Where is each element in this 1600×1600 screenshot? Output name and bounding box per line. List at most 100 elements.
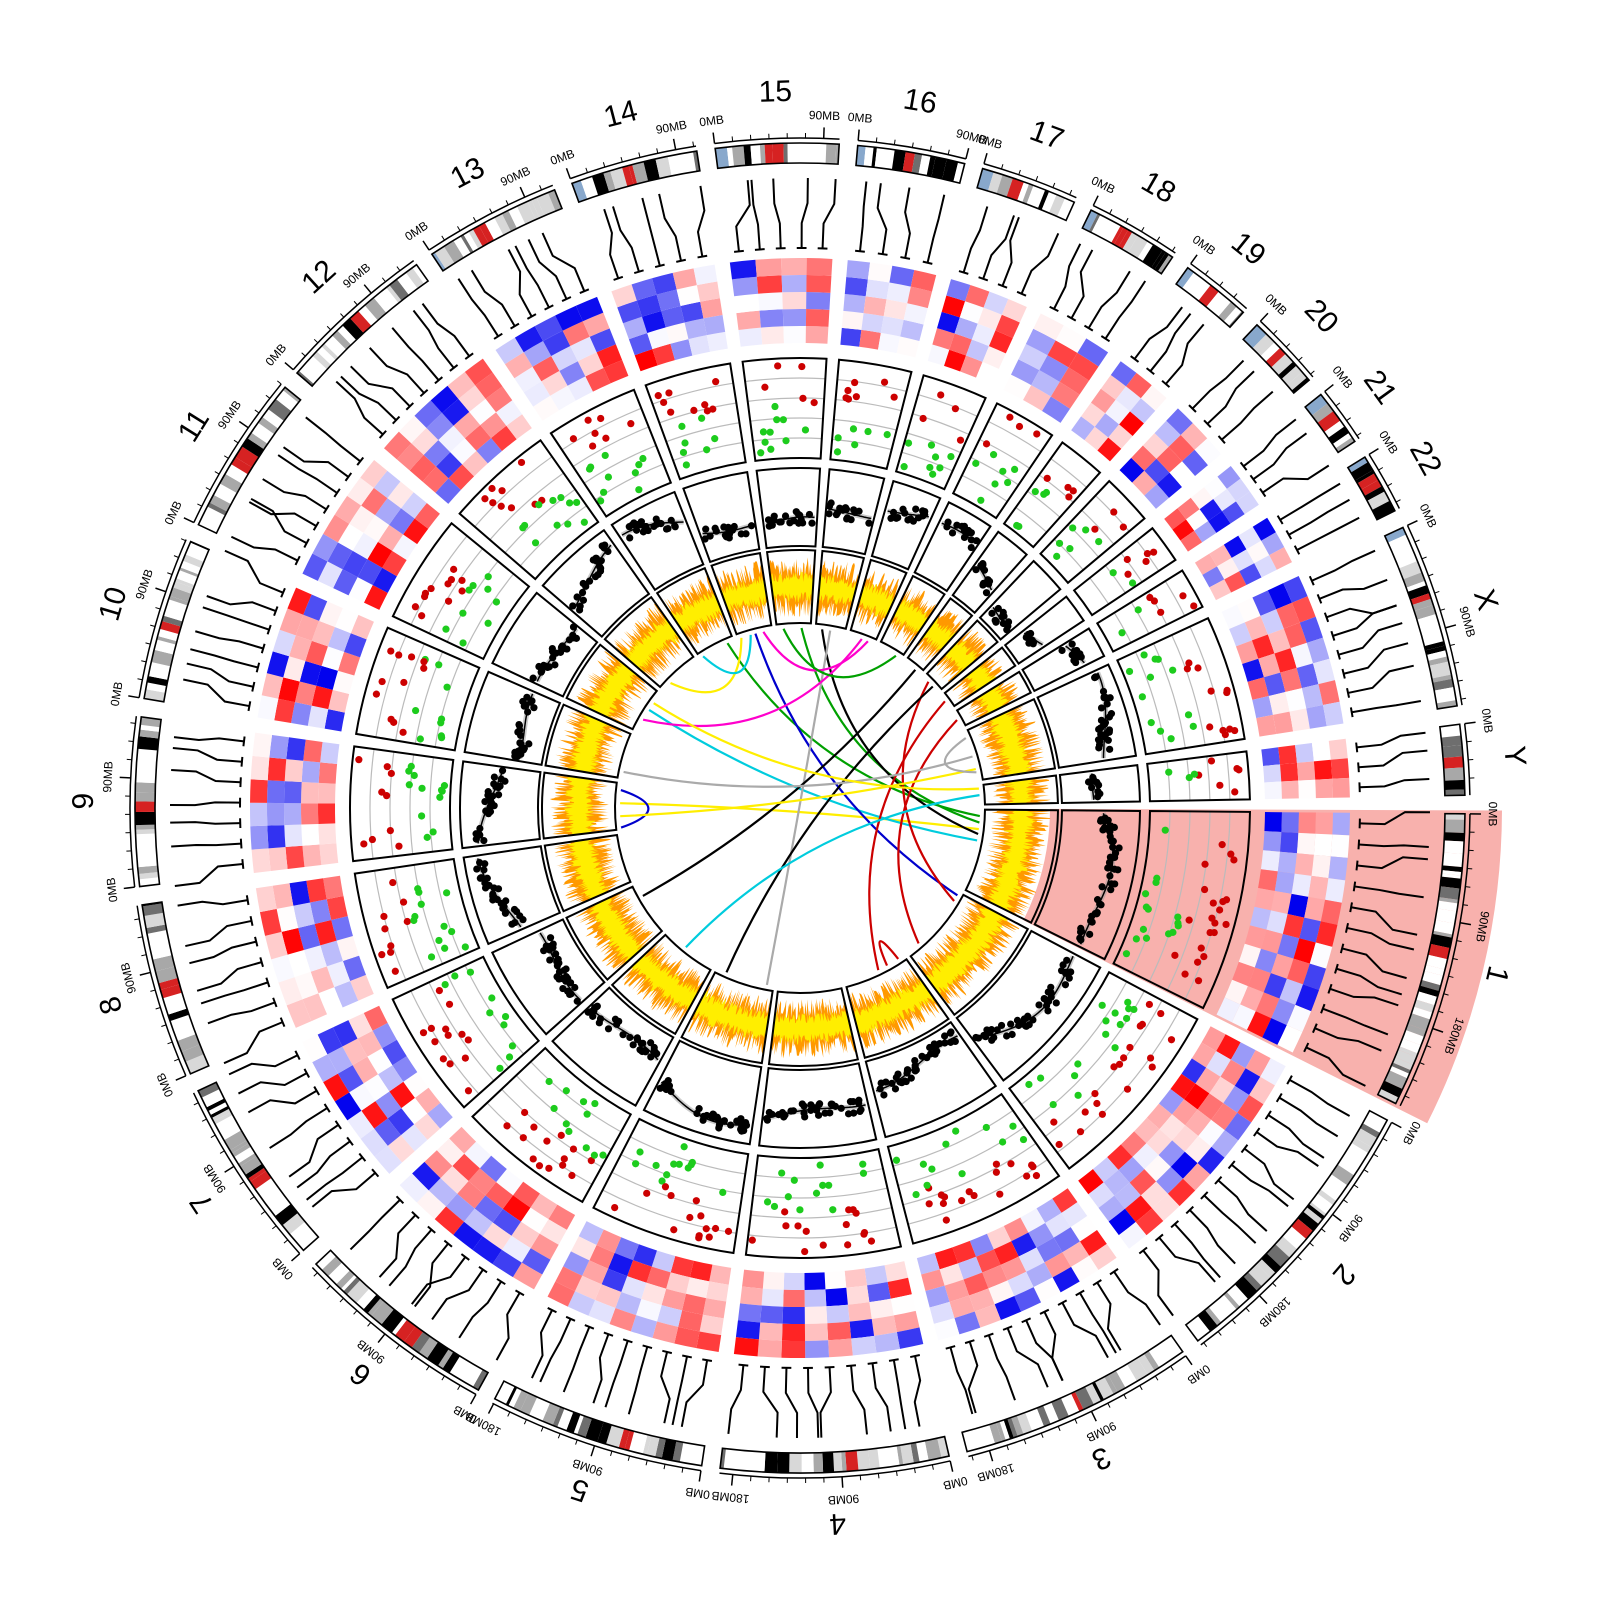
line-point: [1106, 745, 1114, 753]
cytoband: [1420, 625, 1441, 635]
heatmap-cell: [828, 1338, 853, 1358]
line-point: [639, 1039, 647, 1047]
cytoband: [245, 1163, 265, 1179]
cytoband: [634, 1432, 648, 1455]
scatter-point-high: [519, 1134, 527, 1142]
heatmap-cell: [1182, 449, 1209, 477]
heatmap-cell: [1313, 833, 1333, 857]
minor-tick: [1125, 217, 1129, 223]
minor-tick: [1387, 483, 1393, 487]
chromosome-label-X: X: [1467, 585, 1504, 614]
cytoband: [460, 234, 474, 254]
heatmap-cell: [452, 1153, 480, 1182]
cytoband: [332, 330, 352, 350]
cytoband: [801, 1452, 814, 1473]
line-point: [941, 1032, 949, 1040]
link-chr2-chr20: [901, 681, 955, 902]
cytoband: [1197, 1310, 1218, 1332]
link-chr14-chr17: [762, 631, 869, 672]
cytoband: [1389, 1065, 1410, 1079]
cytoband: [871, 147, 877, 168]
area-chr12: [603, 595, 695, 689]
scatter-point-high: [1098, 1110, 1106, 1118]
scatter-point-high: [1033, 430, 1041, 438]
cytoband: [1151, 250, 1166, 270]
heatmap-cell: [988, 1280, 1015, 1305]
heatmap-cell: [1328, 856, 1348, 881]
connector-line: [224, 549, 284, 594]
scatter-point-low: [1031, 488, 1039, 496]
scatter-point-low: [931, 453, 940, 461]
scatter-point-low: [459, 609, 467, 617]
heatmap-cell: [555, 305, 583, 331]
cytoband: [1380, 1080, 1403, 1098]
cytoband: [891, 149, 906, 172]
axis-line: [129, 716, 138, 888]
scatter-point-low: [928, 1165, 936, 1173]
cytoband: [720, 1448, 726, 1469]
heatmap-cell: [1053, 1227, 1080, 1253]
heatmap-cell: [377, 524, 404, 551]
scatter-chr3: [886, 1092, 1061, 1245]
connector-tick: [1154, 1233, 1164, 1242]
heatmap-cell: [1132, 470, 1157, 496]
heatmap-cell: [1313, 759, 1333, 780]
heatmap-cell: [1263, 672, 1286, 696]
cytoband: [874, 147, 890, 169]
line-point: [1097, 716, 1106, 724]
scatter-point-low: [1074, 1060, 1082, 1068]
scatter-gridline: [395, 643, 425, 741]
axis-line: [138, 539, 187, 698]
tick-label: 0MB: [1185, 1362, 1213, 1388]
scatter-point-low: [682, 461, 690, 469]
scatter-point-high: [444, 597, 453, 605]
area-outline: [610, 933, 712, 1036]
cytoband: [1011, 1415, 1024, 1437]
cytoband: [1431, 674, 1453, 683]
chromosome-label-9: 9: [67, 793, 100, 810]
heatmap-cell: [1242, 658, 1264, 682]
line-point: [951, 1037, 959, 1046]
line-point: [501, 777, 509, 785]
cytoband: [484, 221, 497, 241]
cytoband: [321, 1256, 343, 1277]
cytoband: [164, 996, 187, 1015]
scatter-gridline: [428, 982, 495, 1082]
heatmap-cell: [363, 1074, 390, 1102]
axis-line: [968, 1355, 1187, 1458]
cytoband: [211, 1108, 232, 1122]
connector-tick: [654, 263, 665, 269]
scatter-gridline: [602, 1189, 737, 1234]
ideogram-outline: [961, 1334, 1184, 1453]
pointline-chr7: [490, 918, 606, 1036]
line-point: [787, 1107, 795, 1115]
line-point: [736, 1118, 744, 1126]
heatmap-cell: [1277, 933, 1300, 959]
heatmap-cell: [1070, 1216, 1098, 1242]
heatmap-cell: [1156, 1166, 1183, 1194]
heatmap-cell: [1198, 1119, 1225, 1147]
minor-tick: [326, 1285, 331, 1290]
heatmap-cell: [567, 1291, 596, 1316]
minor-tick: [340, 313, 345, 318]
heatmap-cell: [1270, 953, 1294, 979]
heatmap-cell: [445, 1193, 475, 1222]
line-point: [619, 1031, 627, 1039]
ideogram-chr4: [719, 1435, 951, 1474]
minor-tick: [1395, 499, 1401, 503]
heatmap-cell: [291, 702, 312, 726]
heatmap-cell: [1232, 961, 1255, 987]
scatter-point-high: [399, 728, 407, 736]
heatmap-cell: [323, 1073, 350, 1102]
area-outline: [982, 774, 1059, 806]
heatmap-cell: [319, 601, 343, 628]
cytoband: [1074, 1386, 1094, 1410]
heatmap-cell: [1332, 777, 1350, 798]
cytoband: [1206, 291, 1227, 314]
line-point: [1097, 704, 1106, 712]
connector-tick: [1057, 1299, 1068, 1306]
minor-tick: [271, 1225, 277, 1230]
scatter-chr11: [391, 521, 531, 661]
connector-tick: [682, 1354, 693, 1359]
line-point: [1008, 1030, 1016, 1039]
